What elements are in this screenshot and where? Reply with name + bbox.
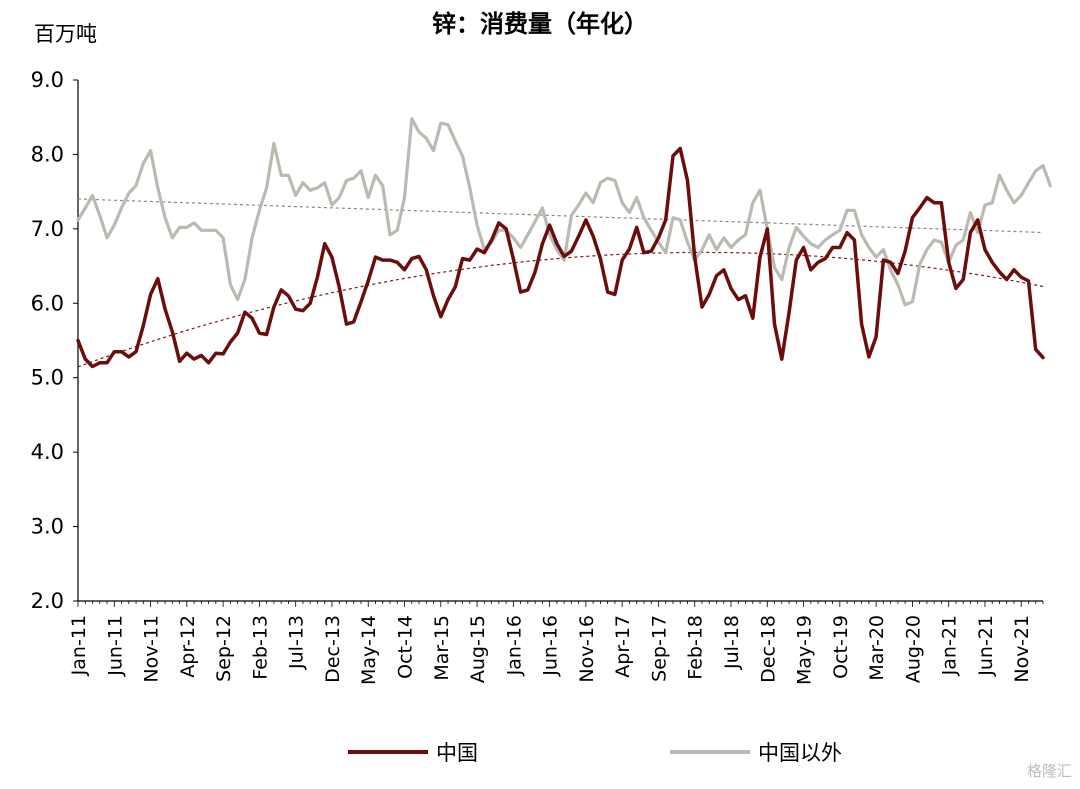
y-tick-label: 5.0 [31,366,64,390]
y-tick-label: 6.0 [31,291,64,315]
legend-label: 中国 [436,741,478,765]
x-tick-label: Apr-12 [177,615,199,678]
x-tick-label: Aug-20 [902,615,924,683]
series-line-china [76,146,1045,369]
x-tick-label: Jun-16 [540,615,562,677]
y-tick-label: 8.0 [31,142,64,166]
x-tick-label: Jan-21 [939,615,961,676]
x-tick-label: Dec-18 [757,615,779,683]
x-axis: Jan-11 Jun-11 Nov-11 Apr-12 Sep-12 Feb-13 Jul-… [68,600,1044,685]
x-tick-label: Mar-20 [866,615,888,681]
y-tick-label: 7.0 [31,217,64,241]
x-tick-label: Jul-13 [286,615,308,670]
x-tick-label: Oct-19 [830,615,852,679]
x-tick-label: Nov-11 [141,615,163,683]
x-tick-label: Dec-13 [322,615,344,683]
y-axis: 2.0 3.0 4.0 5.0 6.0 7.0 8.0 9.0 [31,68,79,613]
y-tick-label: 2.0 [31,589,64,613]
y-tick-label: 3.0 [31,515,64,539]
x-tick-label: Jan-11 [68,615,90,676]
legend-label: 中国以外 [758,741,842,765]
watermark: 格隆汇 [1026,762,1072,780]
x-tick-label: Jul-18 [721,615,743,670]
x-tick-label: Jan-16 [503,615,525,676]
x-tick-label: Jun-21 [975,615,997,677]
y-tick-label: 4.0 [31,440,64,464]
x-tick-label: Nov-21 [1011,615,1033,683]
chart-title: 锌：消费量（年化） [432,10,648,38]
series-lines [76,117,1052,369]
x-tick-label: Sep-17 [648,615,670,682]
series-line-ex-china [76,117,1052,307]
x-tick-label: Sep-12 [213,615,235,682]
x-tick-label: Aug-15 [467,615,489,683]
legend: 中国 中国以外 [348,741,842,765]
x-tick-label: Oct-14 [395,615,417,679]
x-tick-label: May-14 [358,615,380,685]
y-unit-label: 百万吨 [34,22,97,46]
x-tick-label: Apr-17 [612,615,634,678]
x-tick-label: Mar-15 [431,615,453,681]
x-tick-label: Jun-11 [104,615,126,677]
trend-line-ex-china [77,198,1044,234]
x-tick-label: Nov-16 [576,615,598,683]
x-tick-label: May-19 [794,615,816,685]
x-tick-label: Feb-13 [249,615,271,680]
x-tick-label: Feb-18 [685,615,707,680]
y-tick-label: 9.0 [31,68,64,92]
